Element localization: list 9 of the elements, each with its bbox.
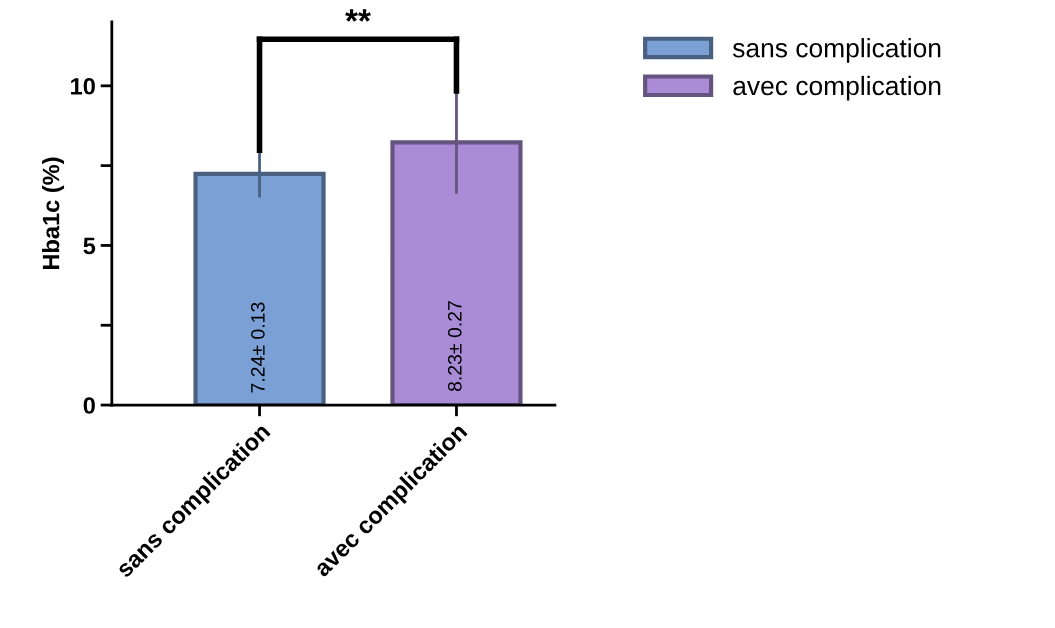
legend-label: sans complication	[732, 38, 941, 63]
data-label: 7.24± 0.13	[250, 302, 265, 393]
y-axis-title: Hba1c (%)	[42, 157, 65, 270]
y-tick-label: 5	[83, 237, 96, 255]
y-tick-label: 10	[71, 77, 95, 95]
y-tick-label: 0	[83, 397, 95, 414]
legend-label: avec complication	[733, 75, 941, 101]
text: **	[345, 9, 371, 22]
data-label: 8.23± 0.27	[447, 301, 462, 392]
